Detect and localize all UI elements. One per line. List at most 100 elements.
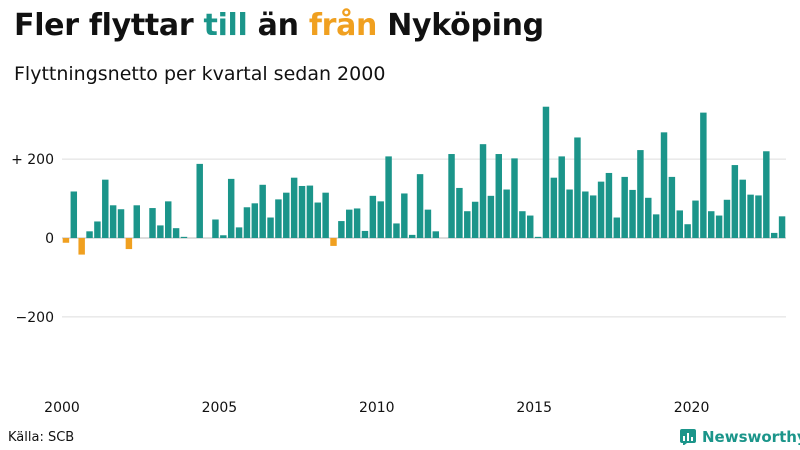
bar [597,181,605,239]
bar [377,201,384,239]
bar [755,195,762,239]
bar [220,235,227,239]
bar [243,207,251,239]
bar [652,214,660,239]
bar [62,238,70,243]
bar [582,191,589,239]
bar [668,176,676,239]
bar [283,192,290,239]
bar [770,232,778,239]
bar [471,201,479,239]
title-word-till: till [203,8,248,43]
bar [346,209,353,239]
bar [290,177,298,239]
y-tick-label: −200 [16,310,54,326]
bar [684,224,691,239]
bar [589,195,597,239]
bar [251,203,259,239]
bar [180,236,188,239]
bar [361,230,369,239]
bar [511,158,518,239]
bar [763,151,770,239]
bar [637,150,644,239]
bar [424,209,432,239]
bar [196,163,203,239]
chart-subtitle: Flyttningsnetto per kvartal sedan 2000 [14,63,386,85]
x-tick-label: 2010 [359,400,395,416]
bar [621,176,628,239]
bar [613,217,621,239]
y-tick-label: + 200 [11,152,54,168]
bar [227,178,235,239]
bar [723,199,731,239]
x-tick-label: 2020 [674,400,710,416]
bar [149,208,156,239]
bar [86,231,93,239]
bar [448,154,455,239]
bar [534,236,542,239]
bar [629,189,636,239]
bar [660,132,668,239]
bar [94,221,101,239]
bar [747,194,754,239]
bar [495,154,502,239]
bar [369,195,377,239]
bar [605,172,613,239]
source-label: Källa: SCB [8,430,75,445]
bar [102,179,109,239]
bar [558,156,565,239]
bar [739,179,746,239]
bar [778,216,786,239]
bar [566,189,573,239]
bar [70,191,78,239]
bar [267,217,274,239]
bar [700,112,707,239]
bar [503,189,510,239]
bar [330,238,337,246]
bar [212,219,219,239]
bar [731,165,739,239]
bar [432,231,440,239]
bar [314,202,321,239]
chart-title: Fler flyttar till än från Nyköping [14,8,544,43]
bar [550,177,558,239]
x-tick-label: 2000 [44,400,80,416]
title-word-fran: från [308,8,378,43]
bar [542,106,550,239]
bar [133,205,140,239]
bar [676,210,683,239]
bar [416,174,424,239]
bar [479,144,487,239]
bar [78,238,85,255]
bar [464,211,471,239]
bar [125,238,133,250]
bar [275,199,282,239]
bar [645,197,652,239]
bar [487,195,495,239]
bar [165,201,172,239]
bar [574,137,581,239]
bar [157,225,164,239]
newsworthy-logo-icon [680,429,696,445]
bar [298,185,306,239]
bar [456,187,463,239]
bar [692,200,699,239]
bar [322,192,329,239]
bar [353,208,361,239]
bar [408,234,416,239]
x-tick-label: 2005 [202,400,238,416]
bar [519,211,526,239]
x-tick-label: 2015 [516,400,552,416]
bar [708,211,715,239]
bar [527,215,534,239]
brand: Newsworthy [680,428,800,446]
brand-name: Newsworthy [702,428,800,446]
bar [235,227,243,239]
bar [393,223,400,239]
bar [401,193,408,239]
bar [715,215,723,239]
bar [117,209,125,239]
bar [172,228,180,239]
bar [385,156,392,239]
